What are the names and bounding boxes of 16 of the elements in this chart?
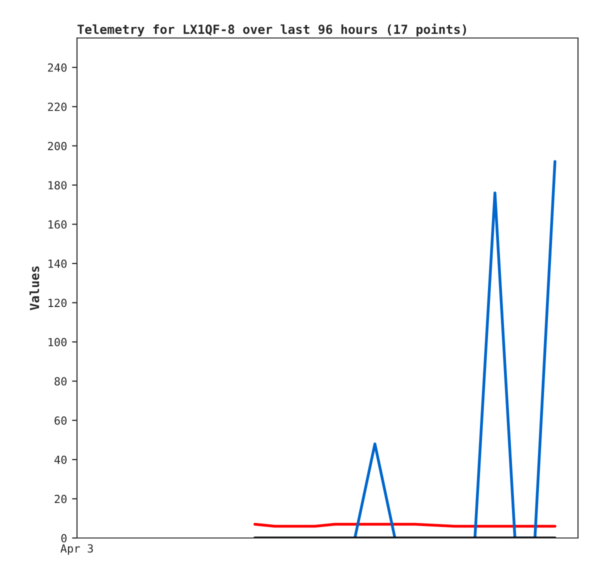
y-tick-label: 180: [48, 181, 67, 190]
y-axis-title: Values: [30, 266, 40, 310]
text: Apr 3: [60, 544, 93, 555]
y-tick-label: 100: [48, 338, 67, 346]
y-tick-label: 160: [48, 220, 67, 229]
y-tick-label: 140: [48, 259, 67, 268]
chart-title: Telemetry for LX1QF-8 over last 96 hours (17 points): [78, 24, 466, 36]
y-tick-label: 200: [48, 142, 67, 150]
y-tick-label: 120: [48, 298, 67, 308]
y-tick-label: 20: [54, 494, 67, 504]
y-tick-label: 80: [54, 377, 67, 386]
y-tick-label: 220: [48, 102, 67, 112]
y-tick-label: 40: [54, 456, 67, 464]
y-tick-label: 240: [48, 63, 67, 72]
y-tick-label: 0: [61, 534, 67, 542]
y-tick-label: 60: [54, 416, 67, 425]
